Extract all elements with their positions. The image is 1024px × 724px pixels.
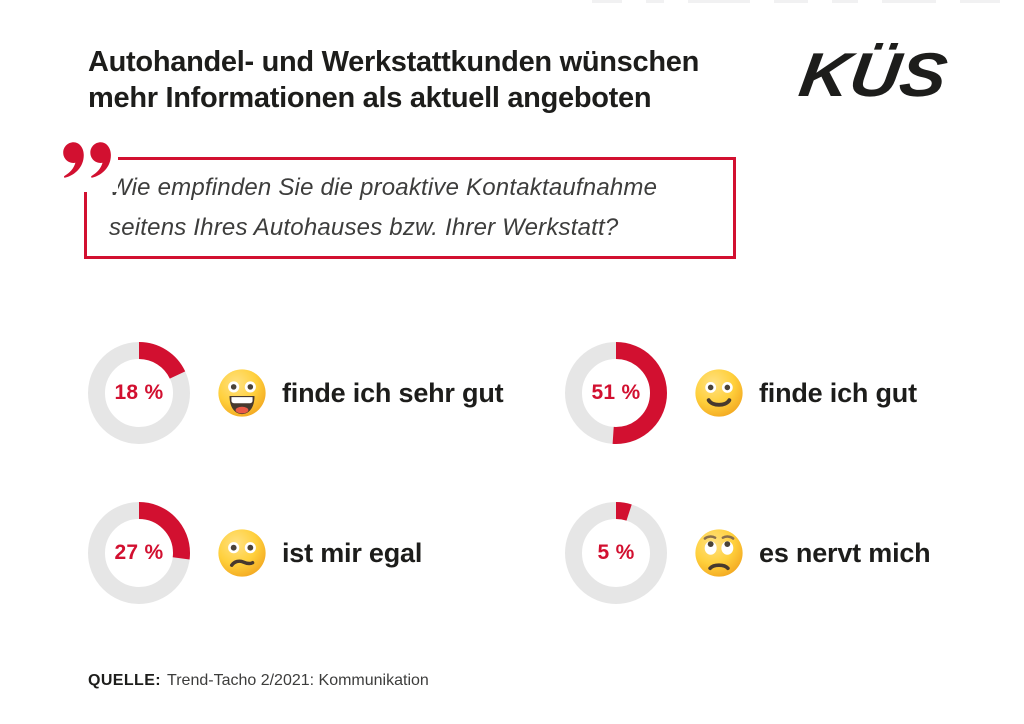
source-line: QUELLE: Trend-Tacho 2/2021: Kommunikation xyxy=(88,672,429,690)
stat-item-egal: 27 % ist mir egal xyxy=(88,502,422,604)
stat-item-nervt: 5 % es nervt mich xyxy=(565,502,931,604)
quote-mark-icon xyxy=(56,136,118,192)
stat-label: ist mir egal xyxy=(282,537,423,568)
slightly-smiling-face-emoji xyxy=(694,368,744,418)
donut-percent-label: 18 % xyxy=(114,381,164,404)
page-title-line2: mehr Informationen als aktuell angeboten xyxy=(88,82,652,114)
donut-chart-18: 18 % xyxy=(88,342,190,444)
donut-chart-5: 5 % xyxy=(565,502,667,604)
cropped-text-remnant xyxy=(592,0,1000,3)
source-text: Trend-Tacho 2/2021: Kommunikation xyxy=(167,672,429,689)
face-with-rolling-eyes-emoji xyxy=(694,528,744,578)
stat-item-gut: 51 % finde ich gut xyxy=(565,342,917,444)
question-text: Wie empfinden Sie die proaktive Kontakta… xyxy=(109,174,658,241)
stat-label: finde ich gut xyxy=(759,377,917,408)
stat-item-sehr-gut: 18 % finde ich sehr gut xyxy=(88,342,504,444)
grinning-face-emoji xyxy=(217,368,267,418)
kues-logo: KÜS xyxy=(795,41,952,110)
donut-chart-27: 27 % xyxy=(88,502,190,604)
donut-chart-51: 51 % xyxy=(565,342,667,444)
page-title: Autohandel- und Werkstattkunden wünschen… xyxy=(88,44,699,116)
donut-percent-label: 27 % xyxy=(114,541,164,564)
stat-label: es nervt mich xyxy=(759,537,931,568)
donut-percent-label: 51 % xyxy=(591,381,641,404)
question-box: Wie empfinden Sie die proaktive Kontakta… xyxy=(84,157,736,259)
confused-face-emoji xyxy=(217,528,267,578)
stat-label: finde ich sehr gut xyxy=(282,377,504,408)
page-title-line1: Autohandel- und Werkstattkunden wünschen xyxy=(88,46,699,78)
source-label: QUELLE: xyxy=(88,672,162,689)
donut-percent-label: 5 % xyxy=(597,541,635,564)
